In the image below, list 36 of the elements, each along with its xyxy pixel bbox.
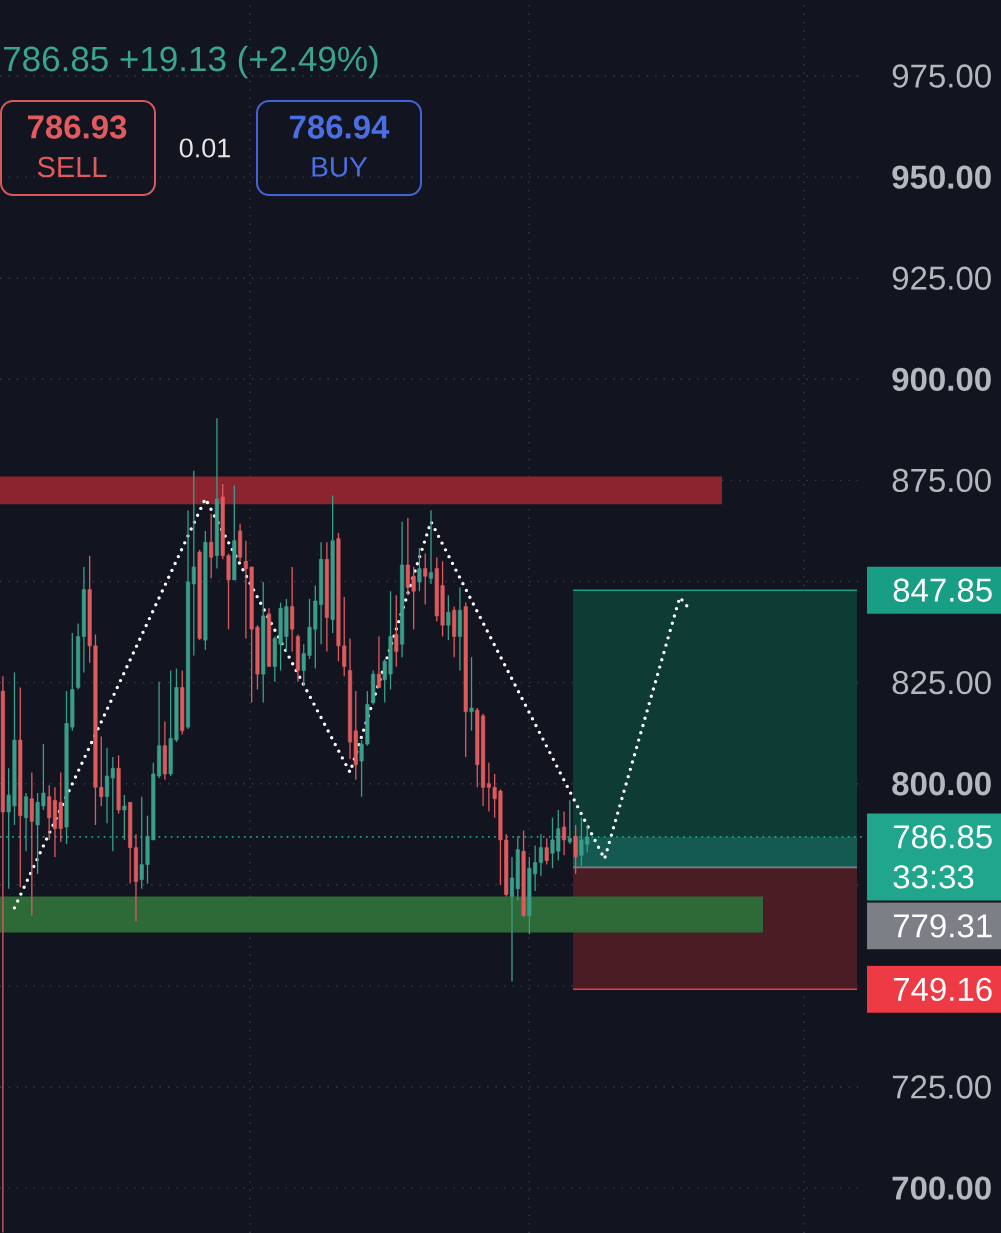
candlestick — [423, 552, 428, 606]
candlestick — [24, 792, 29, 852]
ref-line-label: 847.85 — [893, 578, 992, 602]
candlestick — [573, 824, 578, 875]
ref-line-label: 779.31 — [893, 914, 992, 938]
candlestick — [544, 837, 549, 866]
ref-line-label: 786.85 — [893, 825, 992, 849]
candlestick — [290, 566, 295, 653]
y-tick-label: 950.00 — [892, 165, 991, 189]
y-tick-label: 800.00 — [892, 772, 991, 796]
candlestick — [376, 635, 381, 689]
candlestick — [122, 794, 127, 841]
y-tick-label: 700.00 — [892, 1176, 991, 1200]
annotation: BUY — [312, 157, 368, 177]
y-tick-label: 975.00 — [892, 64, 991, 88]
annotation: SELL — [37, 156, 107, 178]
candlestick — [428, 509, 434, 585]
y-tick-label: 900.00 — [892, 367, 991, 392]
ref-line-label: 749.16 — [893, 977, 992, 1001]
y-tick-label: 825.00 — [892, 670, 991, 695]
annotation: 0.01 — [179, 138, 230, 158]
annotation: 786.93 — [27, 115, 127, 139]
candlestick — [394, 594, 399, 668]
candlestick — [446, 594, 451, 641]
y-tick-label: 725.00 — [892, 1075, 991, 1099]
y-tick-label: 875.00 — [892, 468, 991, 493]
candlestick — [567, 799, 572, 845]
candlestick — [562, 810, 567, 856]
candlestick — [417, 547, 422, 592]
text: 786.85 +19.13 (+2.49%) — [3, 45, 378, 79]
candlestick — [29, 771, 34, 917]
candlestick — [209, 513, 214, 579]
annotation: 786.94 — [289, 115, 390, 139]
candlestick — [469, 656, 474, 732]
y-tick-label: 925.00 — [892, 266, 991, 290]
text: 33:33 — [893, 865, 974, 889]
